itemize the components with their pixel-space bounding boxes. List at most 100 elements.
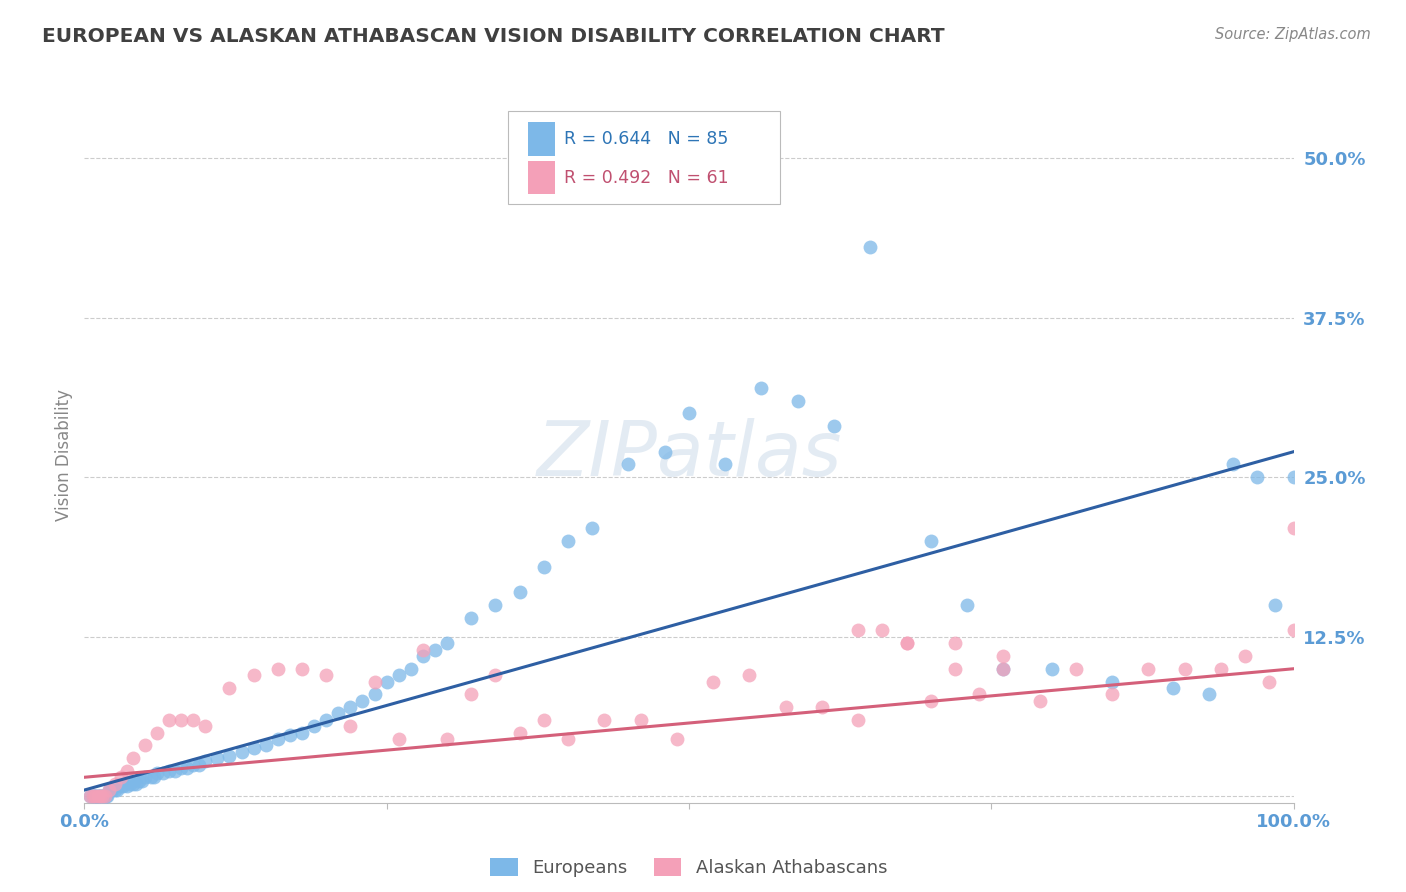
Point	[152, 766, 174, 780]
Point	[104, 783, 127, 797]
Point	[1198, 687, 1220, 701]
Point	[91, 789, 114, 804]
Text: Source: ZipAtlas.com: Source: ZipAtlas.com	[1215, 27, 1371, 42]
Point	[104, 777, 127, 791]
Point	[363, 674, 385, 689]
Point	[967, 687, 990, 701]
Point	[134, 739, 156, 753]
Point	[423, 642, 446, 657]
Point	[581, 521, 603, 535]
Point	[315, 668, 337, 682]
Point	[115, 779, 138, 793]
Point	[738, 668, 761, 682]
Point	[242, 740, 264, 755]
Point	[110, 770, 132, 784]
Point	[131, 774, 153, 789]
Point	[339, 719, 361, 733]
Point	[920, 694, 942, 708]
Point	[170, 713, 193, 727]
Point	[218, 681, 240, 695]
Point	[352, 694, 374, 708]
Point	[846, 624, 869, 638]
Point	[993, 648, 1015, 663]
Y-axis label: Vision Disability: Vision Disability	[55, 389, 73, 521]
Point	[267, 662, 290, 676]
Point	[112, 779, 135, 793]
Point	[134, 770, 156, 784]
Point	[242, 668, 264, 682]
Point	[315, 713, 337, 727]
Point	[533, 559, 555, 574]
Point	[82, 789, 104, 804]
Point	[533, 713, 555, 727]
Point	[90, 789, 112, 804]
Point	[399, 662, 422, 676]
Point	[1161, 681, 1184, 695]
Point	[110, 779, 132, 793]
Point	[956, 598, 979, 612]
Point	[170, 761, 193, 775]
Point	[1064, 662, 1087, 676]
Point	[363, 687, 385, 701]
Point	[218, 748, 240, 763]
Point	[993, 662, 1015, 676]
Point	[96, 789, 118, 804]
Point	[460, 687, 482, 701]
Point	[436, 636, 458, 650]
Point	[811, 700, 834, 714]
FancyBboxPatch shape	[529, 122, 555, 156]
Point	[412, 642, 434, 657]
Point	[388, 731, 411, 746]
Text: EUROPEAN VS ALASKAN ATHABASCAN VISION DISABILITY CORRELATION CHART: EUROPEAN VS ALASKAN ATHABASCAN VISION DI…	[42, 27, 945, 45]
Point	[115, 764, 138, 778]
Point	[702, 674, 724, 689]
Point	[1028, 694, 1050, 708]
Point	[1174, 662, 1197, 676]
Point	[194, 754, 217, 768]
Point	[509, 725, 531, 739]
Point	[1282, 624, 1305, 638]
Point	[94, 789, 117, 804]
Point	[920, 534, 942, 549]
Point	[460, 610, 482, 624]
Point	[412, 648, 434, 663]
Point	[943, 636, 966, 650]
Point	[654, 444, 676, 458]
Point	[146, 766, 169, 780]
Point	[896, 636, 918, 650]
Point	[993, 662, 1015, 676]
Text: R = 0.644   N = 85: R = 0.644 N = 85	[564, 130, 728, 148]
Point	[86, 789, 108, 804]
Point	[89, 789, 111, 804]
Point	[97, 783, 120, 797]
Point	[83, 789, 105, 804]
Point	[93, 789, 115, 804]
Point	[181, 713, 204, 727]
Point	[101, 783, 124, 797]
Point	[139, 770, 162, 784]
Point	[1040, 662, 1063, 676]
Point	[339, 700, 361, 714]
Point	[1137, 662, 1160, 676]
Point	[943, 662, 966, 676]
Legend: Europeans, Alaskan Athabascans: Europeans, Alaskan Athabascans	[484, 850, 894, 884]
Text: ZIPatlas: ZIPatlas	[536, 418, 842, 491]
Point	[181, 757, 204, 772]
Point	[84, 789, 107, 804]
Point	[823, 419, 845, 434]
Point	[86, 789, 108, 804]
Point	[105, 783, 128, 797]
Point	[254, 739, 277, 753]
Point	[143, 770, 166, 784]
Point	[436, 731, 458, 746]
Point	[157, 713, 180, 727]
Point	[82, 789, 104, 804]
Point	[98, 783, 121, 797]
Point	[1234, 648, 1257, 663]
Point	[100, 783, 122, 797]
Point	[94, 789, 117, 804]
Point	[1258, 674, 1281, 689]
Point	[89, 789, 111, 804]
Point	[163, 764, 186, 778]
Point	[484, 598, 506, 612]
